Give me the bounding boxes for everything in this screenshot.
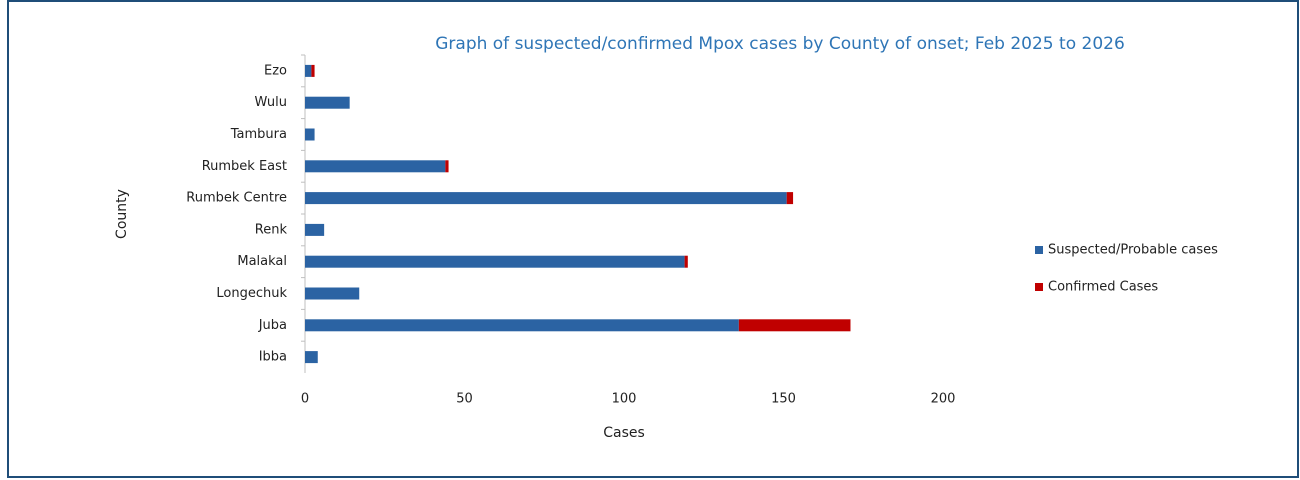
- bar: [305, 223, 325, 236]
- bar: [786, 192, 794, 205]
- x-tick-label: 50: [456, 392, 473, 407]
- x-tick-label: 100: [612, 392, 637, 407]
- chart-title: Graph of suspected/confirmed Mpox cases …: [435, 34, 1125, 54]
- y-tick-label: Renk: [255, 222, 288, 237]
- y-tick-label: Juba: [258, 318, 287, 333]
- y-tick-label: Tambura: [230, 127, 287, 142]
- bar: [305, 128, 315, 141]
- y-tick-label: Malakal: [237, 254, 287, 269]
- bar: [305, 255, 685, 268]
- bar: [445, 160, 449, 173]
- y-tick-label: Rumbek Centre: [186, 191, 287, 206]
- frame: [7, 0, 1299, 478]
- bar: [305, 192, 787, 205]
- legend-swatch: [1035, 283, 1043, 291]
- bar: [311, 64, 315, 77]
- bar: [305, 160, 446, 173]
- y-tick-label: Rumbek East: [202, 159, 287, 174]
- legend-label: Confirmed Cases: [1048, 280, 1158, 295]
- y-tick-label: Wulu: [255, 95, 287, 110]
- y-tick-label: Ezo: [264, 63, 287, 78]
- y-tick-label: Ibba: [259, 350, 287, 365]
- bar: [738, 319, 851, 332]
- legend-swatch: [1035, 246, 1043, 254]
- x-tick-label: 200: [931, 392, 956, 407]
- bar: [305, 319, 739, 332]
- x-axis-label: Cases: [603, 425, 645, 441]
- y-axis-label: County: [114, 189, 130, 239]
- bar: [684, 255, 688, 268]
- bar: [305, 287, 360, 300]
- x-tick-label: 0: [301, 392, 309, 407]
- bar: [305, 351, 318, 364]
- y-tick-label: Longechuk: [216, 286, 287, 301]
- bar: [305, 96, 350, 109]
- x-tick-label: 150: [771, 392, 796, 407]
- legend-label: Suspected/Probable cases: [1048, 243, 1218, 258]
- bar: [305, 64, 312, 77]
